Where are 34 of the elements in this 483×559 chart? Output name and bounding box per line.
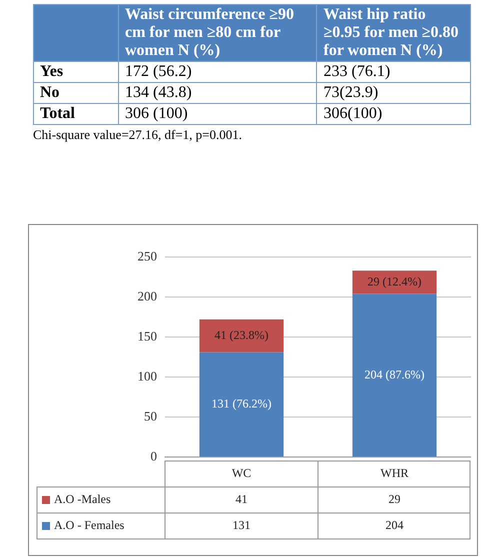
- bar: [199, 352, 284, 456]
- x-tick-label: WHR: [380, 466, 408, 480]
- text: Chi-square value=27.16, df=1, p=0.001.: [33, 127, 244, 143]
- y-tick-label: 50: [144, 408, 157, 424]
- y-tick-label: 250: [138, 248, 157, 264]
- data-label: 204: [386, 518, 404, 532]
- data-label: 131: [232, 518, 250, 532]
- text: 172 (56.2): [125, 63, 192, 80]
- category-label: Total: [40, 105, 75, 122]
- y-tick-label: 100: [138, 368, 157, 384]
- category-label: Waist circumference ≥90 cm for men ≥80 cm for women N (%): [118, 4, 317, 62]
- annotation: 131 (76.2%): [212, 396, 272, 411]
- text: 233 (76.1): [323, 63, 390, 80]
- category-label: No: [40, 84, 60, 101]
- x-tick-label: WC: [232, 466, 252, 480]
- bar: [352, 294, 437, 456]
- legend-label: A.O -Males: [54, 492, 111, 506]
- annotation: 29 (12.4%): [368, 274, 422, 288]
- text: 73(23.9): [323, 84, 378, 101]
- category-label: Waist hip ratio ≥0.95 for men ≥0.80 for women N (%): [316, 4, 470, 62]
- text: 134 (43.8): [125, 84, 192, 101]
- text: 306 (100): [125, 105, 188, 122]
- text: 306(100): [323, 105, 382, 122]
- annotation: 41 (23.8%): [214, 328, 268, 342]
- y-tick-label: 200: [138, 288, 157, 304]
- legend-label: A.O - Females: [54, 518, 125, 532]
- annotation: 204 (87.6%): [364, 367, 424, 382]
- data-label: 41: [236, 492, 248, 506]
- y-tick-label: 0: [150, 448, 157, 464]
- y-tick-label: 150: [138, 328, 157, 344]
- data-label: 29: [388, 492, 400, 506]
- bar: [352, 270, 437, 294]
- bar: [199, 319, 284, 352]
- category-label: Yes: [40, 63, 64, 80]
